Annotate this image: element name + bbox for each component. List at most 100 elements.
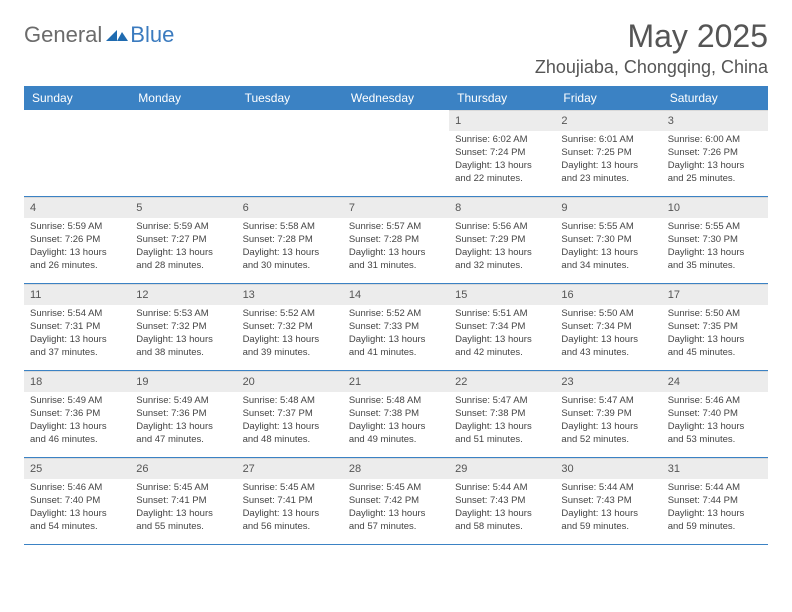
sunrise-line: Sunrise: 5:45 AM	[349, 482, 443, 495]
sunset-line: Sunset: 7:39 PM	[561, 408, 655, 421]
logo-text-general: General	[24, 22, 102, 48]
sunset-line: Sunset: 7:32 PM	[136, 321, 230, 334]
calendar-cell: 9Sunrise: 5:55 AMSunset: 7:30 PMDaylight…	[555, 197, 661, 283]
daylight-line: Daylight: 13 hours and 23 minutes.	[561, 160, 655, 186]
daylight-line: Daylight: 13 hours and 30 minutes.	[243, 247, 337, 273]
cell-body: Sunrise: 5:58 AMSunset: 7:28 PMDaylight:…	[237, 218, 343, 278]
sunrise-line: Sunrise: 5:51 AM	[455, 308, 549, 321]
header: General Blue May 2025 Zhoujiaba, Chongqi…	[24, 18, 768, 78]
date-number: 7	[343, 197, 449, 218]
cell-body: Sunrise: 5:45 AMSunset: 7:41 PMDaylight:…	[237, 479, 343, 539]
sunrise-line: Sunrise: 5:52 AM	[349, 308, 443, 321]
title-block: May 2025 Zhoujiaba, Chongqing, China	[535, 18, 768, 78]
cell-body: Sunrise: 5:55 AMSunset: 7:30 PMDaylight:…	[555, 218, 661, 278]
cell-body: Sunrise: 5:46 AMSunset: 7:40 PMDaylight:…	[24, 479, 130, 539]
date-number: 11	[24, 284, 130, 305]
sunset-line: Sunset: 7:40 PM	[668, 408, 762, 421]
date-number: 4	[24, 197, 130, 218]
calendar-cell: 8Sunrise: 5:56 AMSunset: 7:29 PMDaylight…	[449, 197, 555, 283]
daylight-line: Daylight: 13 hours and 48 minutes.	[243, 421, 337, 447]
calendar-cell: 4Sunrise: 5:59 AMSunset: 7:26 PMDaylight…	[24, 197, 130, 283]
sunrise-line: Sunrise: 5:45 AM	[136, 482, 230, 495]
calendar-cell: 23Sunrise: 5:47 AMSunset: 7:39 PMDayligh…	[555, 371, 661, 457]
date-number: 3	[662, 110, 768, 131]
sunrise-line: Sunrise: 5:53 AM	[136, 308, 230, 321]
daylight-line: Daylight: 13 hours and 39 minutes.	[243, 334, 337, 360]
date-number: 29	[449, 458, 555, 479]
date-number: 6	[237, 197, 343, 218]
date-number: 13	[237, 284, 343, 305]
sunset-line: Sunset: 7:41 PM	[243, 495, 337, 508]
logo-text-blue: Blue	[130, 22, 174, 48]
sunrise-line: Sunrise: 5:56 AM	[455, 221, 549, 234]
sunrise-line: Sunrise: 5:47 AM	[455, 395, 549, 408]
day-header: Wednesday	[343, 86, 449, 110]
cell-body: Sunrise: 5:44 AMSunset: 7:43 PMDaylight:…	[555, 479, 661, 539]
day-header: Monday	[130, 86, 236, 110]
month-title: May 2025	[535, 18, 768, 55]
calendar-cell: 22Sunrise: 5:47 AMSunset: 7:38 PMDayligh…	[449, 371, 555, 457]
daylight-line: Daylight: 13 hours and 46 minutes.	[30, 421, 124, 447]
daylight-line: Daylight: 13 hours and 35 minutes.	[668, 247, 762, 273]
sunset-line: Sunset: 7:33 PM	[349, 321, 443, 334]
cell-body: Sunrise: 5:52 AMSunset: 7:33 PMDaylight:…	[343, 305, 449, 365]
date-number: 5	[130, 197, 236, 218]
daylight-line: Daylight: 13 hours and 42 minutes.	[455, 334, 549, 360]
sunrise-line: Sunrise: 5:45 AM	[243, 482, 337, 495]
day-header: Saturday	[662, 86, 768, 110]
calendar-cell: 13Sunrise: 5:52 AMSunset: 7:32 PMDayligh…	[237, 284, 343, 370]
calendar-cell: 28Sunrise: 5:45 AMSunset: 7:42 PMDayligh…	[343, 458, 449, 544]
date-number: 18	[24, 371, 130, 392]
location: Zhoujiaba, Chongqing, China	[535, 57, 768, 78]
calendar-cell: 26Sunrise: 5:45 AMSunset: 7:41 PMDayligh…	[130, 458, 236, 544]
cell-body: Sunrise: 5:44 AMSunset: 7:43 PMDaylight:…	[449, 479, 555, 539]
sunrise-line: Sunrise: 5:50 AM	[561, 308, 655, 321]
date-number: 24	[662, 371, 768, 392]
sunset-line: Sunset: 7:43 PM	[455, 495, 549, 508]
calendar-cell: 24Sunrise: 5:46 AMSunset: 7:40 PMDayligh…	[662, 371, 768, 457]
calendar-cell: 6Sunrise: 5:58 AMSunset: 7:28 PMDaylight…	[237, 197, 343, 283]
cell-body: Sunrise: 5:46 AMSunset: 7:40 PMDaylight:…	[662, 392, 768, 452]
sunset-line: Sunset: 7:43 PM	[561, 495, 655, 508]
daylight-line: Daylight: 13 hours and 25 minutes.	[668, 160, 762, 186]
sunrise-line: Sunrise: 5:58 AM	[243, 221, 337, 234]
cell-body: Sunrise: 5:55 AMSunset: 7:30 PMDaylight:…	[662, 218, 768, 278]
sunrise-line: Sunrise: 5:55 AM	[668, 221, 762, 234]
sunset-line: Sunset: 7:26 PM	[668, 147, 762, 160]
daylight-line: Daylight: 13 hours and 41 minutes.	[349, 334, 443, 360]
daylight-line: Daylight: 13 hours and 58 minutes.	[455, 508, 549, 534]
day-header: Sunday	[24, 86, 130, 110]
sunset-line: Sunset: 7:41 PM	[136, 495, 230, 508]
sunrise-line: Sunrise: 5:59 AM	[136, 221, 230, 234]
date-number: 23	[555, 371, 661, 392]
daylight-line: Daylight: 13 hours and 26 minutes.	[30, 247, 124, 273]
sunset-line: Sunset: 7:35 PM	[668, 321, 762, 334]
logo: General Blue	[24, 22, 174, 48]
daylight-line: Daylight: 13 hours and 57 minutes.	[349, 508, 443, 534]
daylight-line: Daylight: 13 hours and 54 minutes.	[30, 508, 124, 534]
date-number: 8	[449, 197, 555, 218]
date-number: 30	[555, 458, 661, 479]
date-number: 27	[237, 458, 343, 479]
daylight-line: Daylight: 13 hours and 49 minutes.	[349, 421, 443, 447]
calendar-cell: 2Sunrise: 6:01 AMSunset: 7:25 PMDaylight…	[555, 110, 661, 196]
daylight-line: Daylight: 13 hours and 31 minutes.	[349, 247, 443, 273]
cell-body: Sunrise: 5:56 AMSunset: 7:29 PMDaylight:…	[449, 218, 555, 278]
calendar-cell: 18Sunrise: 5:49 AMSunset: 7:36 PMDayligh…	[24, 371, 130, 457]
sunset-line: Sunset: 7:36 PM	[136, 408, 230, 421]
sunrise-line: Sunrise: 5:59 AM	[30, 221, 124, 234]
date-number: 2	[555, 110, 661, 131]
date-number: 16	[555, 284, 661, 305]
sunset-line: Sunset: 7:30 PM	[668, 234, 762, 247]
cell-body: Sunrise: 6:01 AMSunset: 7:25 PMDaylight:…	[555, 131, 661, 191]
sunrise-line: Sunrise: 6:01 AM	[561, 134, 655, 147]
cell-body: Sunrise: 5:49 AMSunset: 7:36 PMDaylight:…	[24, 392, 130, 452]
date-number: 9	[555, 197, 661, 218]
calendar-cell	[24, 110, 130, 196]
sunrise-line: Sunrise: 5:44 AM	[561, 482, 655, 495]
calendar-cell: 12Sunrise: 5:53 AMSunset: 7:32 PMDayligh…	[130, 284, 236, 370]
sunrise-line: Sunrise: 5:47 AM	[561, 395, 655, 408]
day-header: Thursday	[449, 86, 555, 110]
daylight-line: Daylight: 13 hours and 59 minutes.	[561, 508, 655, 534]
cell-body: Sunrise: 5:54 AMSunset: 7:31 PMDaylight:…	[24, 305, 130, 365]
